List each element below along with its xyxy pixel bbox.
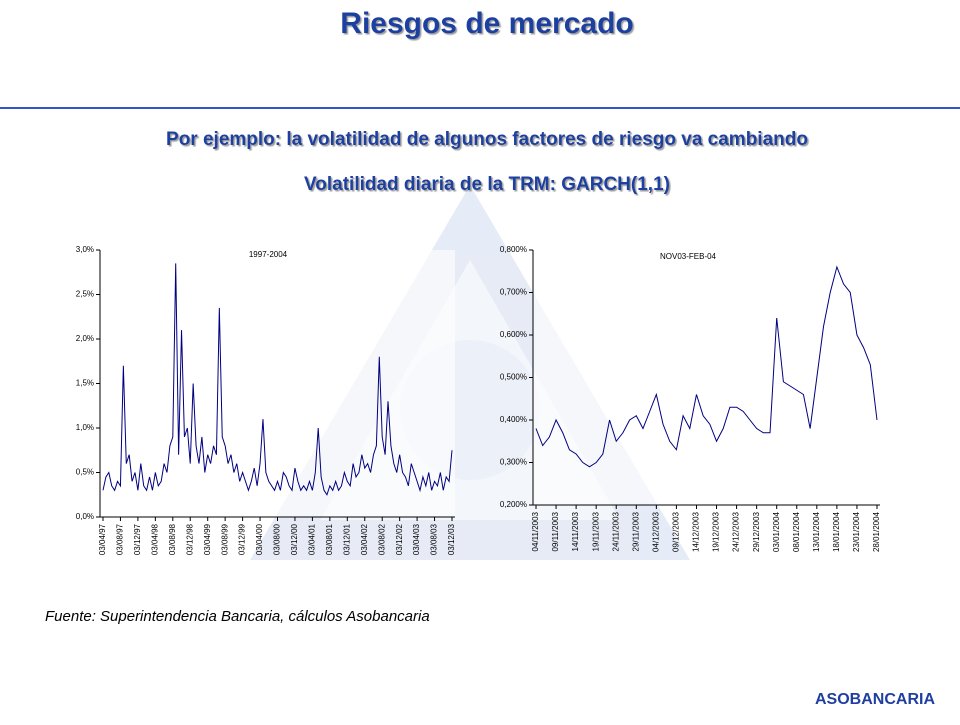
x-tick-label: 04/12/2003 — [651, 511, 660, 552]
x-tick-label: 03/04/01 — [308, 523, 317, 555]
x-tick-label: 03/04/03 — [412, 523, 421, 555]
x-tick-label: 09/11/2003 — [551, 511, 560, 551]
x-tick-label: 28/01/2004 — [872, 511, 881, 552]
x-tick-label: 13/01/2004 — [812, 511, 821, 552]
x-tick-label: 03/12/97 — [133, 523, 142, 555]
y-tick-label: 0,0% — [76, 512, 94, 521]
x-tick-label: 24/12/2003 — [732, 511, 741, 552]
x-tick-label: 08/01/2004 — [792, 511, 801, 552]
footer-brand: ASOBANCARIA — [815, 691, 935, 708]
x-tick-label: 14/12/2003 — [692, 511, 701, 552]
x-tick-label: 19/12/2003 — [712, 511, 721, 552]
y-tick-label: 0,200% — [500, 500, 527, 509]
x-tick-label: 03/08/01 — [325, 523, 334, 555]
x-tick-label: 04/11/2003 — [531, 511, 540, 551]
x-tick-label: 03/04/02 — [360, 523, 369, 555]
x-tick-label: 03/12/01 — [342, 523, 351, 555]
y-tick-label: 0,5% — [76, 468, 94, 477]
x-tick-label: 23/01/2004 — [852, 511, 861, 552]
x-tick-label: 29/11/2003 — [631, 511, 640, 551]
x-tick-label: 03/12/00 — [290, 523, 299, 555]
y-tick-label: 0,800% — [500, 245, 527, 254]
y-tick-label: 1,5% — [76, 379, 94, 388]
x-tick-label: 03/08/99 — [220, 523, 229, 555]
x-tick-label: 03/08/02 — [377, 523, 386, 555]
y-tick-label: 1,0% — [76, 423, 94, 432]
y-tick-label: 2,5% — [76, 290, 94, 299]
x-tick-label: 03/08/03 — [430, 523, 439, 555]
chart-annotation: NOV03-FEB-04 — [660, 252, 717, 261]
plot-area — [533, 250, 880, 505]
x-tick-label: 03/08/97 — [116, 523, 125, 555]
plot-area — [100, 250, 455, 517]
y-tick-label: 0,600% — [500, 330, 527, 339]
chart-heading: Volatilidad diaria de la TRM: GARCH(1,1) — [304, 174, 670, 195]
x-tick-label: 03/04/97 — [98, 523, 107, 555]
x-tick-label: 03/04/00 — [255, 523, 264, 555]
x-tick-label: 03/12/98 — [185, 523, 194, 555]
x-tick-label: 03/08/00 — [273, 523, 282, 555]
y-tick-label: 0,400% — [500, 415, 527, 424]
slide-title: Riesgos de mercado — [340, 7, 633, 40]
y-tick-label: 0,700% — [500, 288, 527, 297]
line-series — [535, 265, 878, 468]
x-tick-label: 03/08/98 — [168, 523, 177, 555]
y-tick-label: 2,0% — [76, 334, 94, 343]
x-tick-label: 19/11/2003 — [591, 511, 600, 551]
x-tick-label: 14/11/2003 — [571, 511, 580, 551]
x-tick-label: 03/12/02 — [395, 523, 404, 555]
x-tick-label: 29/12/2003 — [752, 511, 761, 552]
x-tick-label: 03/04/99 — [203, 523, 212, 555]
y-tick-label: 3,0% — [76, 245, 94, 254]
chart-annotation: 1997-2004 — [249, 250, 288, 259]
x-tick-label: 03/12/99 — [238, 523, 247, 555]
line-series — [102, 263, 453, 496]
x-tick-label: 03/12/03 — [447, 523, 456, 555]
x-tick-label: 03/04/98 — [150, 523, 159, 555]
y-tick-label: 0,500% — [500, 373, 527, 382]
source-note: Fuente: Superintendencia Bancaria, cálcu… — [45, 608, 430, 625]
x-tick-label: 24/11/2003 — [611, 511, 620, 551]
subtitle: Por ejemplo: la volatilidad de algunos f… — [166, 129, 808, 150]
x-tick-label: 03/01/2004 — [772, 511, 781, 552]
x-tick-label: 18/01/2004 — [832, 511, 841, 552]
y-tick-label: 0,300% — [500, 458, 527, 467]
x-tick-label: 09/12/2003 — [672, 511, 681, 552]
